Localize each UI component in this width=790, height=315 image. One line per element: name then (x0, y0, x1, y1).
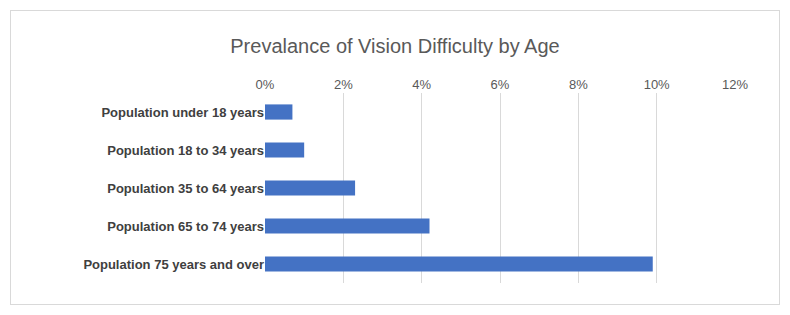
svg-text:2%: 2% (334, 77, 353, 92)
svg-text:12%: 12% (722, 77, 748, 92)
svg-text:10%: 10% (644, 77, 670, 92)
svg-text:0%: 0% (256, 77, 275, 92)
svg-text:4%: 4% (412, 77, 431, 92)
svg-text:Population 35 to 64 years: Population 35 to 64 years (107, 181, 264, 196)
svg-text:Population 65 to 74 years: Population 65 to 74 years (107, 219, 264, 234)
svg-text:Population 18 to 34 years: Population 18 to 34 years (107, 143, 264, 158)
svg-text:Population under 18 years: Population under 18 years (101, 105, 264, 120)
svg-text:8%: 8% (569, 77, 588, 92)
svg-text:Prevalance of Vision Difficult: Prevalance of Vision Difficulty by Age (230, 35, 559, 57)
svg-text:6%: 6% (491, 77, 510, 92)
svg-text:Population 75 years and over: Population 75 years and over (83, 257, 264, 272)
